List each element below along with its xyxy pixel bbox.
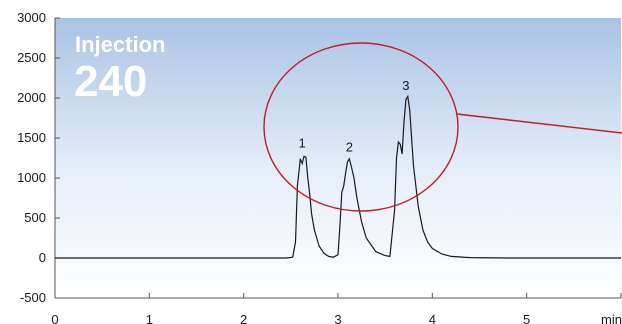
x-tick-label: 0 bbox=[51, 312, 58, 324]
highlight-circle bbox=[263, 42, 459, 212]
x-tick-label: 1 bbox=[146, 312, 153, 324]
y-tick-label: 1000 bbox=[17, 170, 46, 185]
y-tick-label: 0 bbox=[39, 250, 46, 265]
y-tick-label: 2000 bbox=[17, 90, 46, 105]
x-tick-label: 2 bbox=[240, 312, 247, 324]
x-tick-label: 4 bbox=[429, 312, 436, 324]
peak-label: 2 bbox=[346, 140, 353, 155]
y-tick-label: 500 bbox=[24, 210, 46, 225]
peak-label: 1 bbox=[299, 136, 306, 151]
peak-labels: 1 2 3 bbox=[299, 78, 410, 155]
x-axis: 0 1 2 3 4 5 min bbox=[51, 293, 622, 324]
y-tick-label: 3000 bbox=[17, 10, 46, 25]
peak-label: 3 bbox=[402, 78, 409, 93]
highlight-callout-line bbox=[456, 113, 622, 134]
injection-label: Injection bbox=[75, 32, 165, 57]
x-tick-label: min bbox=[601, 312, 622, 324]
y-axis: 3000 2500 2000 1500 1000 500 0 -500 bbox=[17, 10, 60, 305]
chromatogram-trace bbox=[55, 94, 621, 259]
y-tick-label: 1500 bbox=[17, 130, 46, 145]
x-tick-label: 5 bbox=[523, 312, 530, 324]
y-tick-label: -500 bbox=[20, 290, 46, 305]
injection-number: 240 bbox=[74, 57, 147, 106]
x-tick-label: 3 bbox=[334, 312, 341, 324]
y-tick-label: 2500 bbox=[17, 50, 46, 65]
